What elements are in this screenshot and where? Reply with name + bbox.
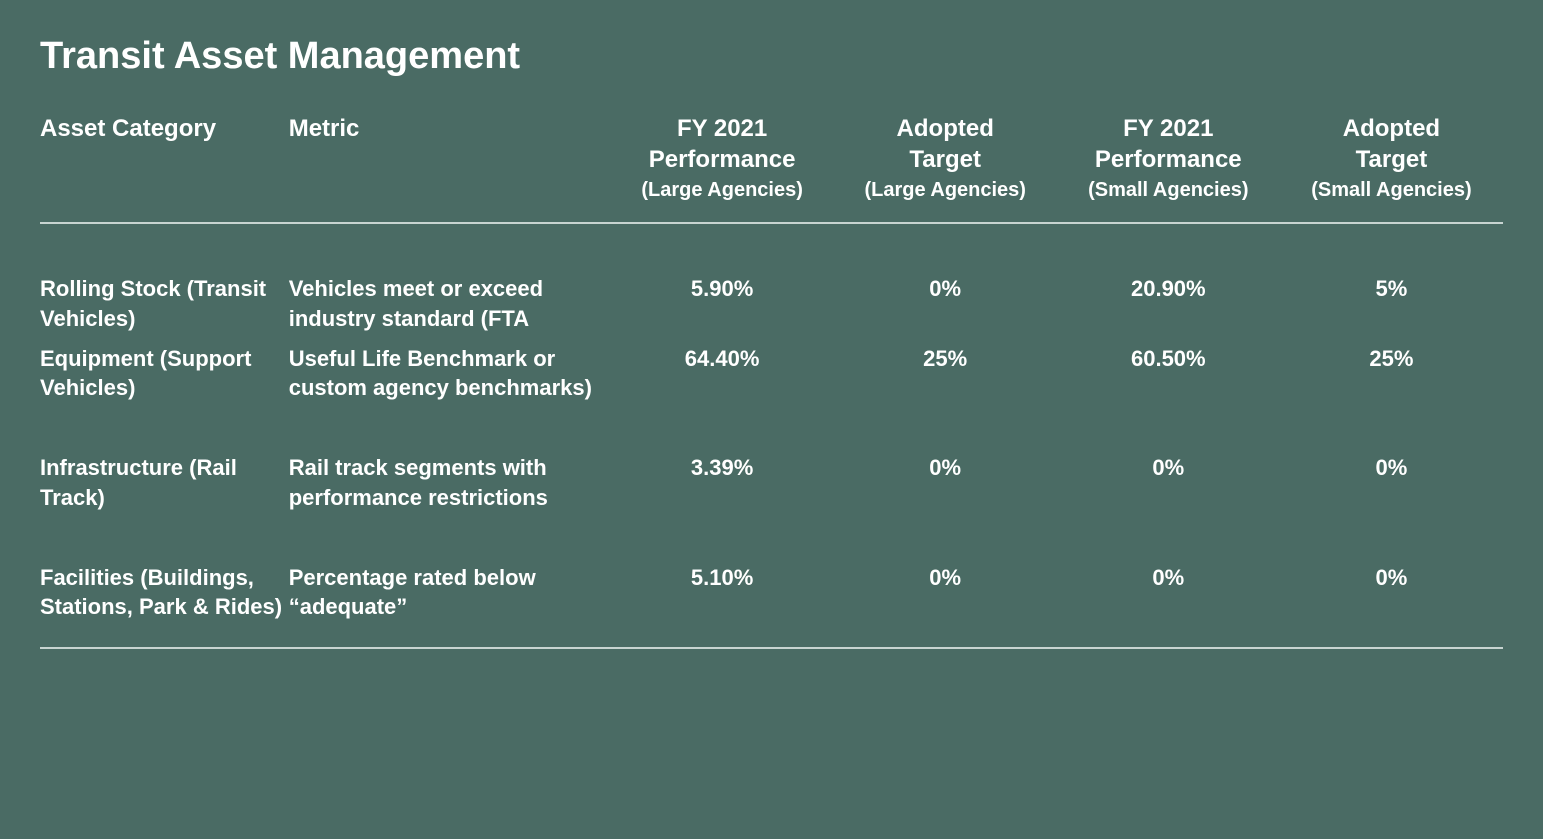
col-header-target-large-l2: Target [834, 144, 1057, 175]
col-header-category: Asset Category [40, 113, 289, 144]
cell-category: Infrastructure (Rail Track) [40, 403, 289, 512]
cell-perf-small: 60.50% [1057, 334, 1280, 403]
cell-perf-large: 64.40% [611, 334, 834, 403]
cell-target-large: 0% [834, 223, 1057, 333]
cell-category: Facilities (Buildings, Stations, Park & … [40, 513, 289, 622]
cell-target-small: 0% [1280, 513, 1503, 622]
col-header-target-small-l1: Adopted [1280, 113, 1503, 144]
col-header-perf-large-sub: (Large Agencies) [611, 179, 834, 202]
cell-metric: Useful Life Benchmark or custom agency b… [289, 334, 611, 403]
cell-perf-small: 0% [1057, 403, 1280, 512]
col-header-metric: Metric [289, 113, 611, 144]
cell-target-small: 25% [1280, 334, 1503, 403]
cell-perf-small: 0% [1057, 513, 1280, 622]
cell-target-small: 5% [1280, 223, 1503, 333]
cell-category: Rolling Stock (Transit Vehicles) [40, 223, 289, 333]
col-header-target-large-l1: Adopted [834, 113, 1057, 144]
table-row: Infrastructure (Rail Track) Rail track s… [40, 403, 1503, 512]
table-header-row: Asset Category Metric FY 2021 Performanc… [40, 113, 1503, 222]
col-header-perf-small-l2: Performance [1057, 144, 1280, 175]
table-row: Rolling Stock (Transit Vehicles) Vehicle… [40, 223, 1503, 333]
cell-metric: Rail track segments with performance res… [289, 403, 611, 512]
table-row: Facilities (Buildings, Stations, Park & … [40, 513, 1503, 622]
cell-perf-large: 3.39% [611, 403, 834, 512]
table-row: Equipment (Support Vehicles) Useful Life… [40, 334, 1503, 403]
col-header-perf-small-l1: FY 2021 [1057, 113, 1280, 144]
cell-target-small: 0% [1280, 403, 1503, 512]
cell-metric: Percentage rated below “adequate” [289, 513, 611, 622]
footer-divider [40, 622, 1503, 648]
col-header-perf-large-l2: Performance [611, 144, 834, 175]
col-header-target-small-sub: (Small Agencies) [1280, 179, 1503, 202]
cell-category: Equipment (Support Vehicles) [40, 334, 289, 403]
cell-target-large: 0% [834, 513, 1057, 622]
col-header-perf-small-sub: (Small Agencies) [1057, 179, 1280, 202]
cell-perf-large: 5.90% [611, 223, 834, 333]
cell-target-large: 0% [834, 403, 1057, 512]
col-header-perf-large-l1: FY 2021 [611, 113, 834, 144]
cell-target-large: 25% [834, 334, 1057, 403]
asset-table: Asset Category Metric FY 2021 Performanc… [40, 113, 1503, 649]
cell-perf-small: 20.90% [1057, 223, 1280, 333]
cell-perf-large: 5.10% [611, 513, 834, 622]
col-header-target-large-sub: (Large Agencies) [834, 179, 1057, 202]
page-title: Transit Asset Management [40, 35, 1503, 78]
col-header-target-small-l2: Target [1280, 144, 1503, 175]
cell-metric: Vehicles meet or exceed industry standar… [289, 223, 611, 333]
